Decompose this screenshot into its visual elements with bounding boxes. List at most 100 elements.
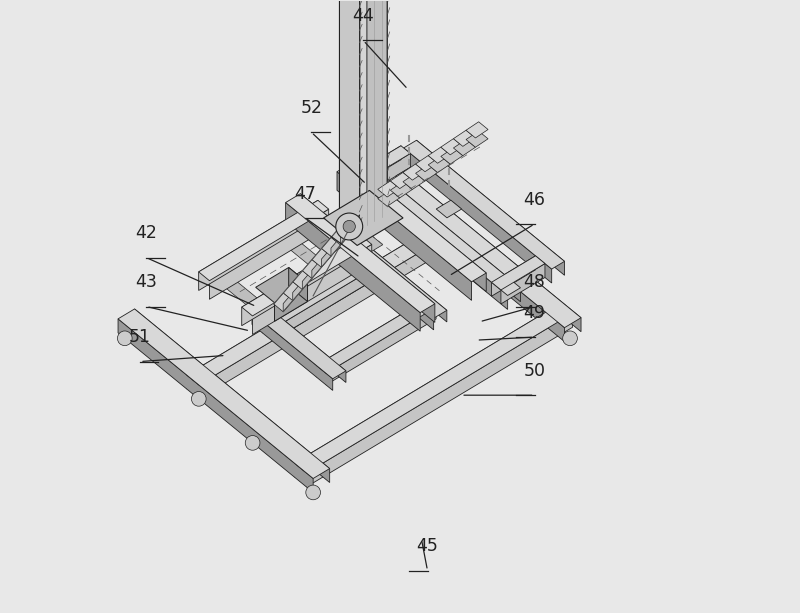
Text: 48: 48 (524, 273, 546, 291)
Polygon shape (186, 215, 453, 389)
Polygon shape (360, 174, 508, 310)
Polygon shape (366, 153, 410, 194)
Polygon shape (252, 313, 333, 390)
Polygon shape (256, 267, 307, 303)
Polygon shape (441, 148, 463, 164)
Polygon shape (404, 140, 565, 269)
Polygon shape (300, 194, 435, 322)
Polygon shape (454, 130, 475, 147)
Polygon shape (294, 303, 560, 477)
Text: 44: 44 (353, 7, 374, 25)
Polygon shape (118, 309, 330, 479)
Polygon shape (357, 146, 401, 186)
Text: 52: 52 (300, 99, 322, 117)
Polygon shape (367, 0, 387, 218)
Polygon shape (390, 181, 412, 198)
Polygon shape (242, 235, 372, 316)
Polygon shape (360, 167, 521, 295)
Polygon shape (262, 255, 373, 333)
Polygon shape (286, 194, 435, 313)
Polygon shape (357, 146, 410, 180)
Text: 46: 46 (523, 191, 546, 208)
Polygon shape (403, 173, 425, 189)
Polygon shape (253, 245, 372, 335)
Polygon shape (403, 164, 425, 180)
Polygon shape (428, 147, 450, 163)
Polygon shape (283, 282, 302, 300)
Polygon shape (341, 215, 360, 234)
Text: 42: 42 (135, 224, 157, 242)
Polygon shape (370, 168, 565, 341)
Text: 43: 43 (135, 273, 157, 291)
Polygon shape (339, 0, 360, 234)
Polygon shape (337, 163, 486, 282)
Polygon shape (436, 200, 462, 218)
Polygon shape (404, 148, 552, 283)
Polygon shape (352, 163, 486, 292)
Polygon shape (329, 210, 382, 251)
Text: 47: 47 (294, 185, 316, 202)
Polygon shape (274, 283, 307, 321)
Polygon shape (302, 270, 312, 289)
Polygon shape (252, 305, 346, 379)
Circle shape (562, 331, 578, 346)
Circle shape (118, 331, 132, 346)
Polygon shape (289, 267, 307, 302)
Polygon shape (373, 167, 521, 302)
Polygon shape (454, 140, 475, 156)
Polygon shape (306, 313, 573, 487)
Polygon shape (274, 293, 293, 312)
Polygon shape (366, 244, 447, 322)
Polygon shape (378, 190, 400, 207)
Polygon shape (186, 215, 465, 385)
Polygon shape (293, 281, 302, 300)
Text: 51: 51 (129, 328, 151, 346)
Polygon shape (322, 248, 331, 267)
Polygon shape (466, 122, 488, 138)
Polygon shape (312, 248, 331, 267)
Polygon shape (286, 202, 420, 331)
Polygon shape (331, 237, 341, 256)
Polygon shape (417, 140, 565, 275)
Circle shape (306, 485, 321, 500)
Polygon shape (337, 172, 471, 300)
Polygon shape (378, 181, 400, 197)
Polygon shape (501, 264, 545, 304)
Polygon shape (353, 252, 434, 330)
Polygon shape (242, 235, 361, 326)
Polygon shape (316, 299, 426, 377)
Polygon shape (390, 172, 412, 189)
Polygon shape (316, 299, 436, 373)
Text: 49: 49 (523, 304, 546, 322)
Polygon shape (341, 226, 350, 245)
Polygon shape (302, 259, 322, 278)
Polygon shape (323, 191, 403, 245)
Polygon shape (294, 303, 573, 473)
Polygon shape (415, 156, 438, 172)
Polygon shape (491, 256, 545, 290)
Polygon shape (198, 226, 465, 399)
Polygon shape (415, 165, 438, 181)
Polygon shape (353, 244, 447, 318)
Polygon shape (134, 309, 330, 482)
Polygon shape (370, 158, 581, 328)
Polygon shape (198, 200, 329, 281)
Polygon shape (428, 156, 450, 172)
Polygon shape (466, 131, 488, 147)
Circle shape (246, 436, 260, 450)
Polygon shape (326, 307, 436, 385)
Polygon shape (272, 263, 382, 341)
Polygon shape (360, 0, 387, 234)
Polygon shape (491, 256, 535, 296)
Polygon shape (262, 255, 382, 329)
Polygon shape (331, 226, 350, 245)
Polygon shape (386, 158, 581, 332)
Polygon shape (118, 319, 313, 492)
Polygon shape (266, 305, 346, 383)
Text: 50: 50 (523, 362, 546, 380)
Circle shape (374, 177, 389, 191)
Circle shape (336, 213, 362, 240)
Polygon shape (322, 237, 341, 256)
Polygon shape (396, 167, 422, 185)
Circle shape (343, 221, 355, 232)
